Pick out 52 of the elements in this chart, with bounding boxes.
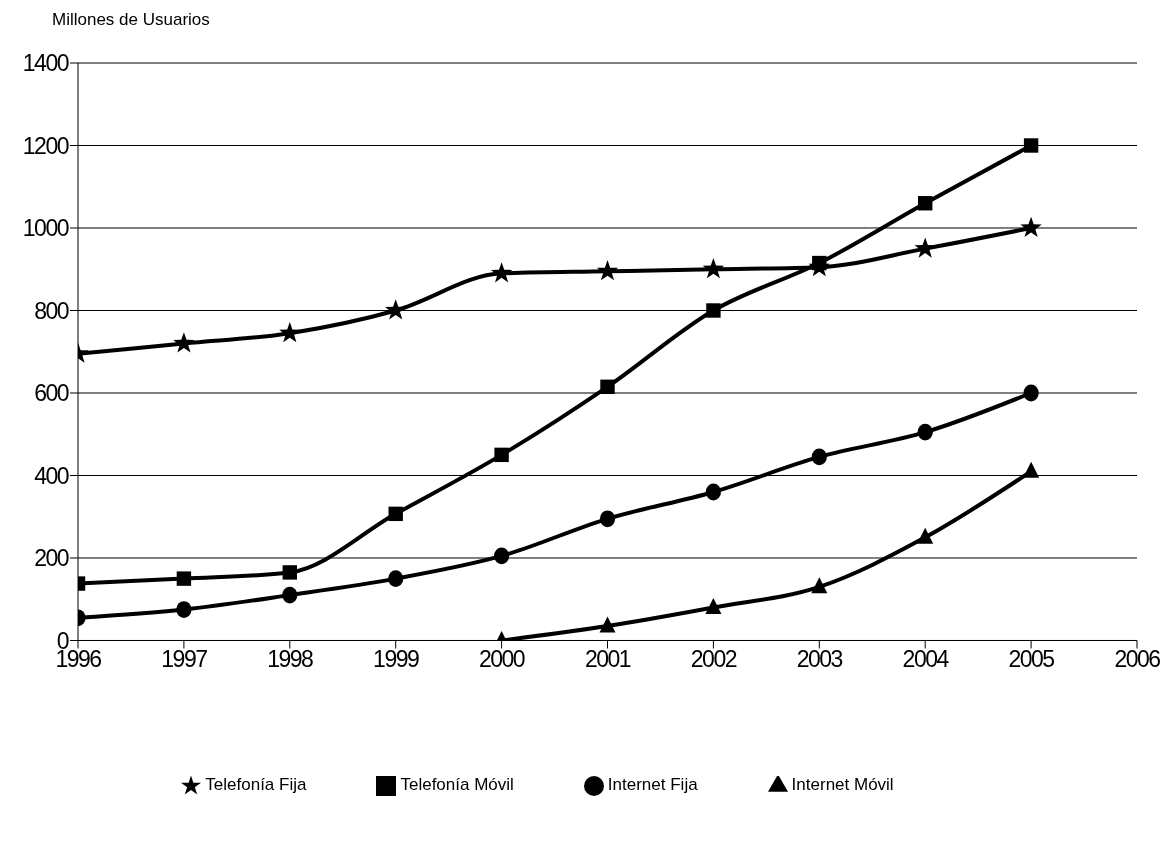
point [599, 510, 616, 528]
point [1023, 138, 1039, 153]
point [173, 332, 195, 353]
point [176, 571, 192, 586]
point [812, 255, 827, 271]
x-tick-label: 1997 [161, 645, 208, 672]
y-tick-label: 1400 [22, 50, 69, 77]
y-tick-label: 800 [34, 297, 69, 324]
x-tick-label: 1999 [373, 645, 419, 672]
point [914, 237, 936, 258]
point [918, 196, 933, 211]
point [705, 483, 721, 501]
point [705, 597, 722, 614]
legend-label: Telefonía Móvil [400, 775, 514, 794]
x-tick-label: 2000 [479, 645, 525, 672]
point [1023, 461, 1040, 478]
point [279, 321, 301, 343]
point [702, 258, 725, 279]
point [811, 577, 828, 594]
point [917, 527, 934, 544]
point [917, 423, 933, 441]
point [282, 565, 297, 580]
y-tick-label: 1200 [22, 132, 69, 159]
y-axis-title: Millones de Usuarios [52, 10, 210, 30]
y-tick-label: 600 [34, 380, 69, 407]
legend-label: Telefonía Fija [205, 775, 307, 794]
point [811, 448, 827, 466]
point [706, 303, 721, 318]
point [600, 379, 615, 394]
x-tick-label: 2001 [584, 645, 631, 672]
point [388, 506, 403, 522]
y-tick-label: 200 [34, 545, 69, 572]
x-tick-label: 2003 [796, 645, 843, 672]
x-tick-label: 2004 [902, 645, 950, 672]
legend-label: Internet Móvil [791, 775, 894, 794]
point [1023, 384, 1039, 402]
point [282, 586, 298, 604]
x-tick-label: 2005 [1008, 645, 1055, 672]
x-tick-label: 2002 [690, 645, 737, 672]
point [490, 262, 513, 283]
point [596, 260, 619, 281]
legend-label: Internet Fija [607, 775, 698, 794]
point [494, 547, 510, 565]
point [599, 616, 616, 633]
point [388, 570, 404, 588]
x-tick-label: 1998 [267, 645, 314, 672]
point [176, 601, 192, 618]
point [1020, 216, 1042, 238]
y-tick-label: 400 [34, 462, 69, 489]
y-tick-label: 1000 [22, 215, 69, 242]
point [494, 447, 509, 463]
x-tick-label: 2006 [1114, 645, 1161, 672]
